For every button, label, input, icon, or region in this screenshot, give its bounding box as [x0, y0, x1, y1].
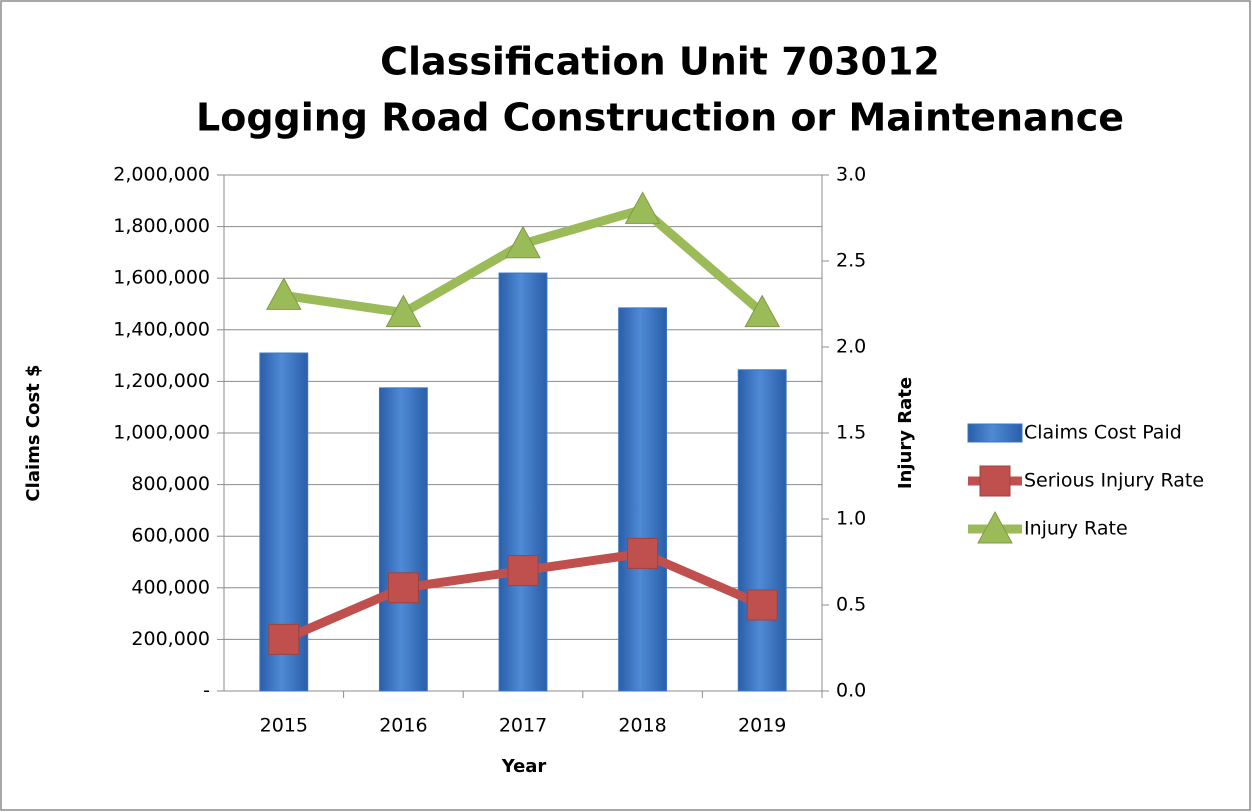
y2-tick-label: 1.0 [836, 508, 866, 530]
marker [385, 294, 422, 328]
marker [624, 191, 661, 224]
legend-label: Claims Cost Paid [1024, 422, 1182, 444]
marker [505, 225, 541, 259]
y-tick-label: - [203, 680, 210, 702]
y-tick-label: 1,200,000 [113, 370, 210, 392]
bar [618, 307, 668, 692]
y-tick-label: 1,000,000 [113, 422, 210, 444]
x-tick-label: 2018 [618, 715, 666, 737]
x-tick-label: 2016 [379, 715, 427, 737]
y-tick-label: 1,800,000 [113, 215, 210, 237]
marker [507, 555, 539, 587]
y2-tick-label: 2.0 [836, 336, 866, 358]
bar [378, 387, 428, 692]
legend-swatch [967, 423, 1023, 443]
marker [387, 572, 419, 604]
y-tick-label: 2,000,000 [113, 164, 210, 186]
marker [746, 589, 778, 621]
marker [744, 294, 781, 328]
marker [627, 537, 659, 569]
y2-tick-label: 3.0 [836, 164, 866, 186]
y-tick-label: 800,000 [131, 473, 210, 495]
legend-label: Injury Rate [1024, 518, 1128, 540]
y-tick-label: 1,600,000 [113, 267, 210, 289]
marker [268, 623, 300, 655]
x-tick-label: 2015 [260, 715, 308, 737]
y2-tick-label: 2.5 [836, 250, 866, 272]
legend-label: Serious Injury Rate [1024, 470, 1204, 492]
y-tick-label: 200,000 [131, 628, 210, 650]
y2-tick-label: 0.0 [836, 680, 866, 702]
x-axis-title: Year [501, 756, 547, 777]
y-tick-label: 600,000 [131, 525, 210, 547]
bar [498, 272, 548, 692]
y-tick-label: 400,000 [131, 576, 210, 598]
bar [737, 369, 787, 692]
x-tick-label: 2019 [738, 715, 786, 737]
y2-axis-title: Injury Rate [895, 377, 916, 489]
y2-tick-label: 1.5 [836, 422, 866, 444]
marker [265, 277, 302, 310]
y-tick-label: 1,400,000 [113, 318, 210, 340]
x-tick-label: 2017 [499, 715, 547, 737]
chart-title: Logging Road Construction or Maintenance [196, 96, 1124, 140]
y-axis-title: Claims Cost $ [23, 364, 44, 501]
chart-title: Classification Unit 703012 [380, 40, 940, 84]
legend-marker [979, 465, 1011, 497]
legend-marker [977, 510, 1013, 544]
y2-tick-label: 0.5 [836, 594, 866, 616]
